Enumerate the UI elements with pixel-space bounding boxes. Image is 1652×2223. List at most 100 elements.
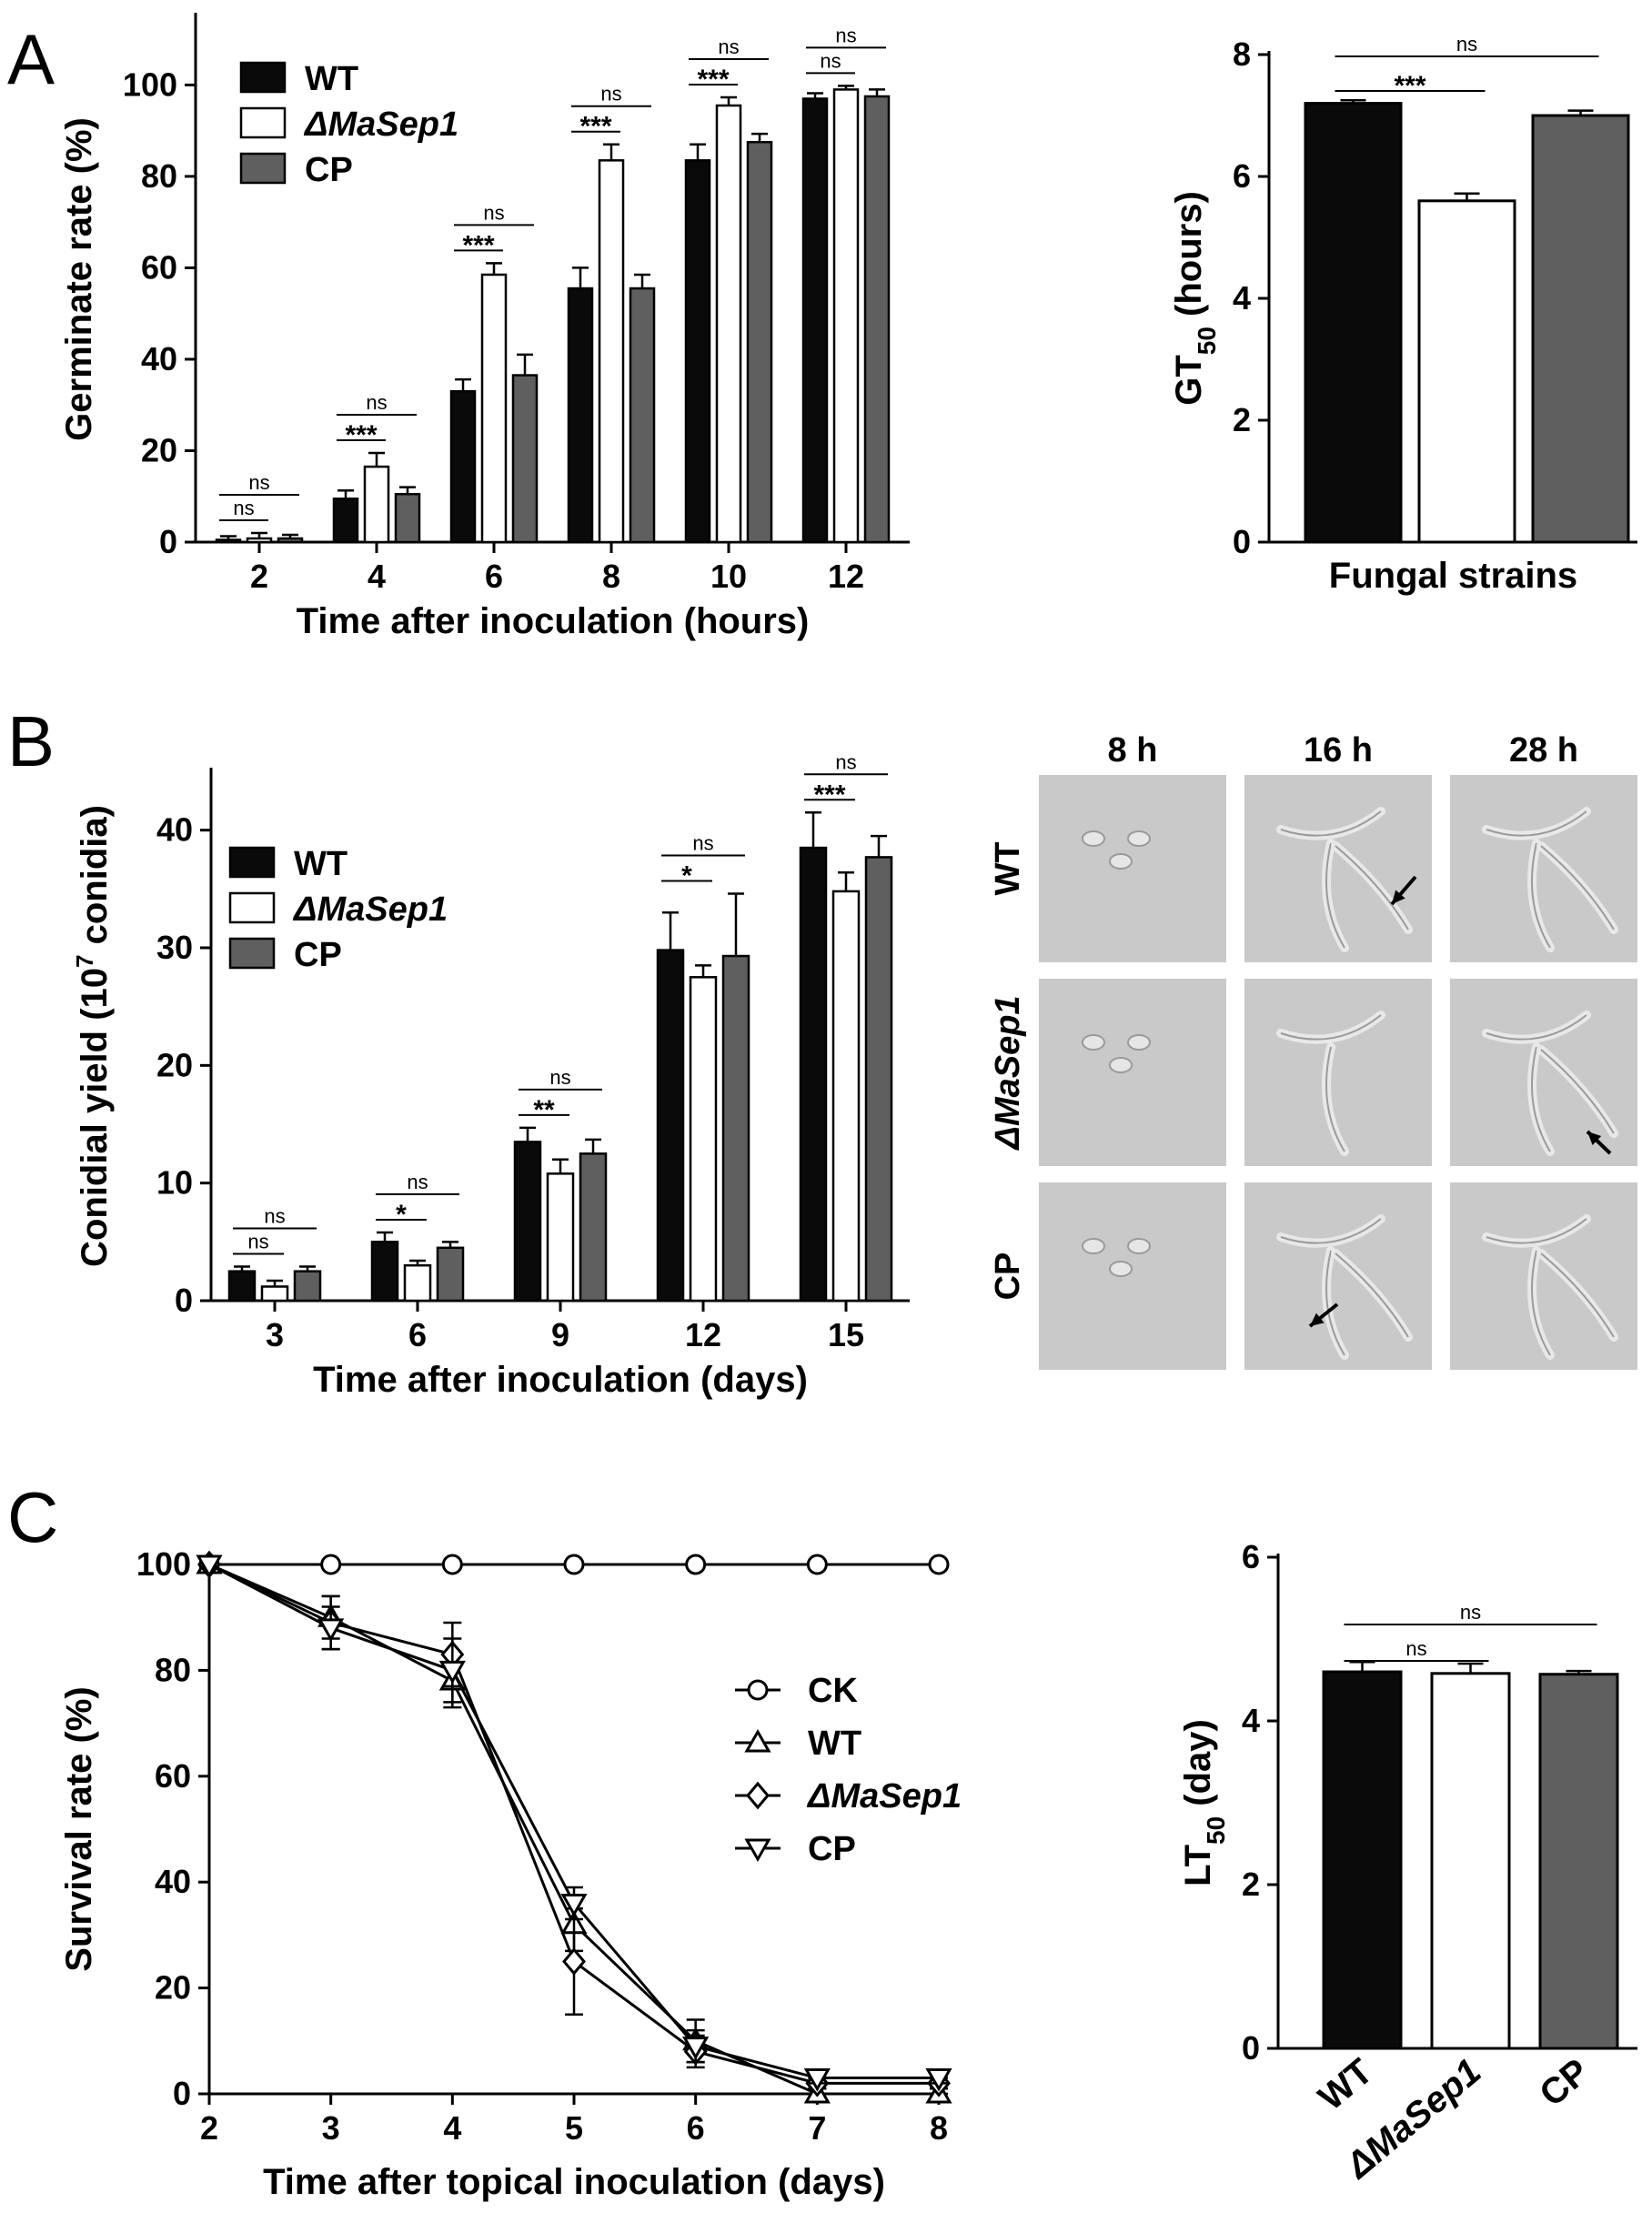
column-header-28-h: 28 h [1509,731,1578,770]
bar-delta-masep1 [1417,199,1516,544]
significance-label: ns [549,1066,570,1089]
y-tick-label: 40 [156,811,193,849]
point-cp-day-2 [196,1554,223,1579]
micrograph-delta-masep1-8-h [1039,979,1226,1166]
significance-label: ns [264,1204,285,1227]
conidium-shape [1127,1034,1151,1051]
x-tick-label-wt: WT [1311,2051,1380,2118]
y-tick-label: 100 [136,1545,191,1583]
y-axis-title-unit: (hours) [1169,191,1209,327]
x-tick-label: 4 [368,558,386,595]
y-axis-title: Conidial yield (107 conidia) [71,805,115,1267]
hypha-edge [1531,842,1551,949]
y-tick-label: 8 [1233,35,1251,73]
row-header-delta-masep1: ΔMaSep1 [989,995,1027,1151]
hypha-edge [1325,1250,1345,1356]
point-cp-day-5 [560,1893,588,1917]
x-tick-label: 2 [250,558,268,595]
chart-gt50: 0 2 4 6 8 *** ns Fungal strains GT50 (hours) [1169,33,1637,596]
micrograph-wt-8-h [1039,775,1226,962]
column-header-16-h: 16 h [1304,731,1373,770]
bar-cp [1531,114,1630,544]
legend-swatch-wt [228,846,276,879]
y-axis-title: LT50 (day) [1178,1719,1230,1886]
arrow-head [1392,890,1405,904]
bar-cp-9 [579,1152,608,1303]
chart-germination-rate: 0 20 40 60 80 100 2 ns ns 4 *** ns 6 *** ns 8 *** ns 10 ***… [59,13,910,641]
hypha-edge [1540,1049,1615,1134]
hypha-edge [1486,1218,1587,1244]
bar-cp-3 [293,1270,322,1303]
bar-cp-15 [864,856,893,1303]
bar-cp-6 [511,374,539,544]
bar-delta-masep1 [1430,1672,1511,2050]
y-axis-title-unit: conidia) [75,805,115,954]
chart-conidial-yield: 0102030403nsns6*ns9**ns12*ns15***nsTime … [71,750,910,1400]
arrow-head [1310,1313,1325,1326]
point-cp-day-8 [925,2068,952,2092]
legend-marker-wt [744,1728,771,1753]
x-axis-title: Fungal strains [1329,556,1577,596]
legend-label-delta-masep1: ΔMaSep1 [303,106,458,144]
y-axis-title-sup: 7 [71,955,98,968]
legend-swatch-cp [228,937,276,970]
y-tick-label: 40 [141,340,177,377]
bar-wt-6 [370,1241,399,1303]
column-header-8-h: 8 h [1108,731,1158,770]
y-tick-label: 20 [156,1046,193,1083]
x-tick-label: 8 [602,558,620,595]
y-axis-title-main: Conidial yield (10 [75,968,115,1267]
y-tick-label: 0 [1242,2029,1260,2067]
y-tick-label: 2 [1242,1866,1260,1903]
y-axis-title-unit: (day) [1178,1719,1218,1816]
bar-wt-3 [227,1270,257,1303]
y-tick-label: 4 [1242,1702,1260,1739]
legend-label-ck: CK [808,1672,858,1710]
bar-delta-masep1-12 [689,976,718,1303]
legend-marker-delta-masep1 [746,1781,770,1810]
y-tick-label: 6 [1242,1538,1260,1575]
hypha-edge [1280,1218,1382,1244]
bar-wt [1322,1670,1403,2050]
conidium-shape [1109,1261,1133,1277]
bar-delta-masep1-6 [480,273,508,544]
bar-delta-masep1-8 [598,159,625,544]
x-axis-title: Time after inoculation (hours) [297,601,810,641]
significance-label: ns [600,83,621,106]
significance-label: *** [697,65,729,95]
row-header-cp: CP [989,1252,1027,1301]
bar-delta-masep1-2 [246,537,273,544]
significance-label: ns [820,49,841,72]
significance-label: ns [1456,33,1477,55]
significance-label: *** [462,230,494,260]
x-axis-title: Time after topical inoculation (days) [263,2162,885,2202]
x-tick-label: 10 [710,558,747,595]
significance-label: ns [247,1230,268,1252]
point-ck-day-8 [928,1554,950,1575]
y-axis-title: Survival rate (%) [59,1686,99,1971]
y-tick-label: 2 [1233,401,1251,438]
x-tick-label: 4 [443,2109,461,2147]
bar-cp-6 [436,1246,465,1303]
hypha-edge [1486,810,1587,837]
point-cp-day-3 [317,1618,345,1642]
significance-label: * [681,861,692,891]
bar-delta-masep1-12 [832,88,860,544]
hypha-edge [1335,1252,1409,1338]
x-tick-label: 6 [408,1316,427,1353]
bar-wt-6 [449,389,477,544]
hypha-edge [1531,1046,1551,1152]
x-tick-label: 7 [808,2109,826,2147]
legend-label-delta-masep1: ΔMaSep1 [806,1777,962,1816]
significance-label: ns [835,24,856,46]
point-delta-masep1-day-5 [562,1947,586,1976]
y-axis-title: Germinate rate (%) [59,117,99,441]
bar-cp-2 [277,537,304,544]
legend-swatch-delta-masep1 [239,106,287,139]
hypha-edge [1325,842,1345,949]
micrograph-cp-8-h [1039,1182,1226,1370]
legend-label-wt: WT [808,1725,861,1763]
x-tick-label: 12 [685,1316,721,1353]
significance-label: * [396,1200,407,1230]
conidium-shape [1127,830,1151,847]
